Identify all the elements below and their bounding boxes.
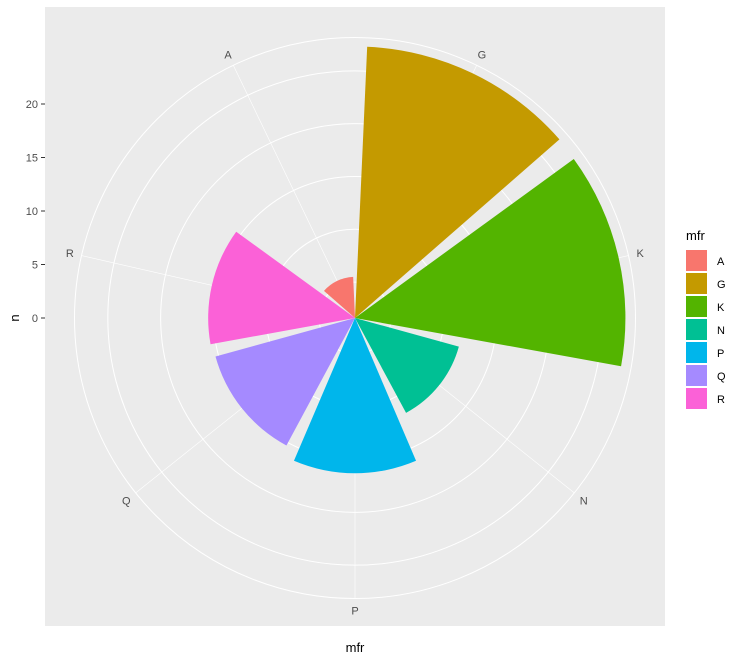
legend-label-G: G <box>717 279 726 291</box>
bar-R <box>208 231 355 345</box>
legend-key-K <box>686 296 707 317</box>
category-label-R: R <box>66 248 74 260</box>
legend-label-K: K <box>717 302 725 314</box>
legend-label-N: N <box>717 325 725 337</box>
legend-title: mfr <box>686 228 705 243</box>
bar-P <box>293 318 417 474</box>
legend-key-Q <box>686 365 707 386</box>
y-tick-label-10: 10 <box>26 206 38 218</box>
bar-K <box>355 159 626 367</box>
category-label-Q: Q <box>122 495 131 507</box>
legend-key-N <box>686 319 707 340</box>
bar-G <box>355 46 560 318</box>
category-label-A: A <box>224 49 232 61</box>
y-axis-ticks: 0 5 10 15 20 <box>26 99 45 325</box>
spoke-A <box>233 65 356 319</box>
bars <box>208 46 626 474</box>
bar-A <box>323 276 355 318</box>
legend-key-A <box>686 250 707 271</box>
legend-key-R <box>686 388 707 409</box>
y-tick-label-0: 0 <box>32 313 38 325</box>
legend-key-P <box>686 342 707 363</box>
category-labels: A G K N P Q R <box>66 49 645 617</box>
x-axis-title: mfr <box>346 640 365 655</box>
y-tick-label-5: 5 <box>32 260 38 272</box>
y-tick-label-20: 20 <box>26 99 38 111</box>
bar-N <box>355 318 459 413</box>
category-label-G: G <box>478 49 487 61</box>
bar-Q <box>215 318 355 446</box>
legend-label-A: A <box>717 256 725 268</box>
y-tick-label-15: 15 <box>26 153 38 165</box>
legend-label-R: R <box>717 394 725 406</box>
legend-label-Q: Q <box>717 371 726 383</box>
category-label-N: N <box>580 495 588 507</box>
legend-label-P: P <box>717 348 724 360</box>
category-label-K: K <box>636 248 644 260</box>
y-axis-title: n <box>7 314 22 321</box>
legend-key-G <box>686 273 707 294</box>
category-label-P: P <box>351 606 358 618</box>
